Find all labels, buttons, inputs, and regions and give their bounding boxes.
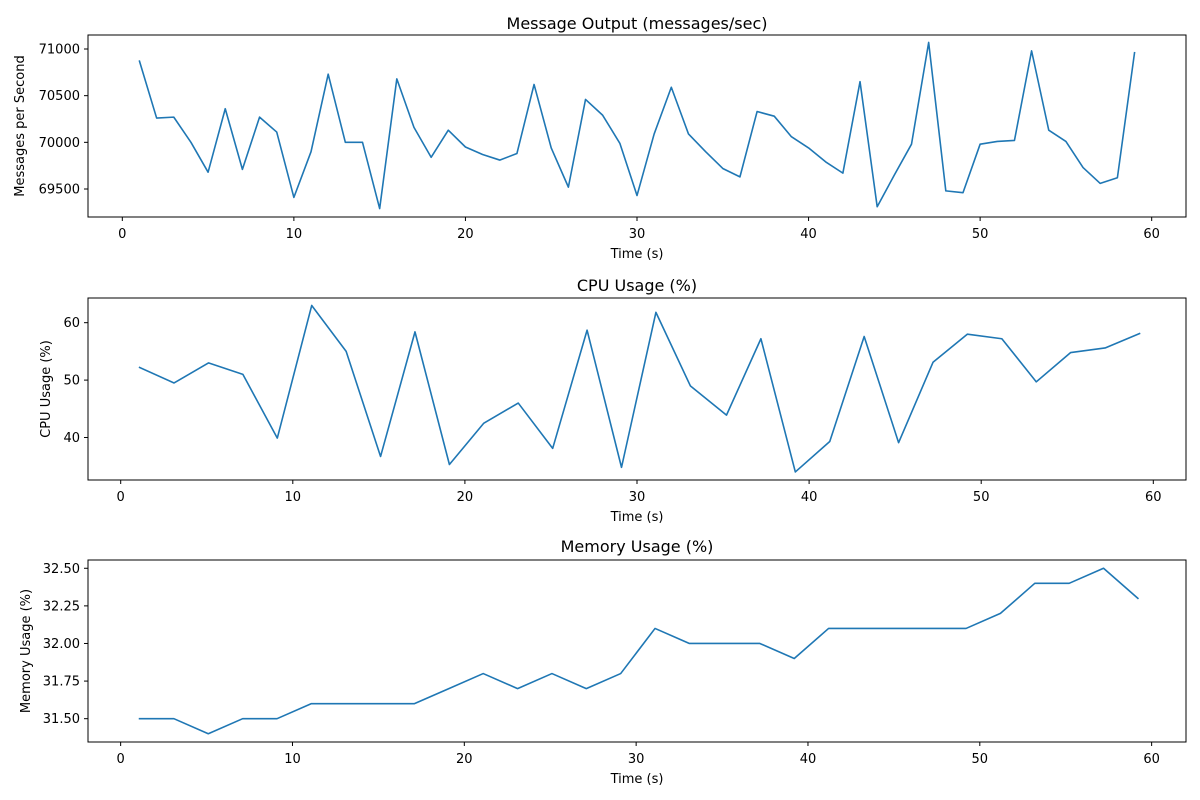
y-axis-label: Messages per Second (13, 55, 28, 196)
x-tick-label: 60 (1143, 752, 1160, 767)
y-axis-label: Memory Usage (%) (19, 589, 34, 713)
y-tick-label: 60 (63, 316, 80, 331)
x-axis-label: Time (s) (610, 247, 664, 262)
x-tick-label: 10 (286, 227, 303, 242)
x-tick-label: 50 (972, 227, 989, 242)
axes-frame (87, 297, 1187, 481)
x-tick-label: 20 (457, 490, 474, 505)
x-tick-label: 10 (285, 490, 302, 505)
chart-title: Message Output (messages/sec) (507, 14, 768, 33)
chart-panel-1: 0 10 20 30 40 50 60 69500 70000 70500 71000 Message… (13, 14, 1187, 262)
x-tick-label: 60 (1145, 490, 1162, 505)
x-tick-label: 0 (118, 227, 126, 242)
y-tick-label: 32.50 (43, 562, 80, 577)
x-tick-label: 20 (456, 752, 473, 767)
x-tick-label: 40 (800, 227, 817, 242)
x-tick-label: 30 (629, 227, 646, 242)
x-tick-label: 50 (973, 490, 990, 505)
x-tick-label: 10 (284, 752, 301, 767)
x-axis-label: Time (s) (610, 510, 664, 525)
chart-title: Memory Usage (%) (561, 537, 714, 556)
x-tick-label: 20 (457, 227, 474, 242)
series-line (138, 567, 1140, 735)
chart-title: CPU Usage (%) (577, 276, 697, 295)
y-tick-label: 32.00 (43, 637, 80, 652)
x-tick-label: 30 (628, 752, 645, 767)
x-tick-label: 60 (1143, 227, 1160, 242)
y-tick-label: 70500 (39, 89, 80, 104)
x-tick-label: 50 (972, 752, 989, 767)
x-tick-label: 0 (117, 490, 125, 505)
x-tick-label: 30 (629, 490, 646, 505)
x-tick-label: 40 (800, 752, 817, 767)
x-axis-label: Time (s) (610, 772, 664, 787)
x-tick-label: 40 (801, 490, 818, 505)
y-tick-label: 70000 (39, 136, 80, 151)
series-line (138, 304, 1141, 473)
y-tick-label: 40 (63, 431, 80, 446)
y-tick-label: 31.50 (43, 712, 80, 727)
chart-panel-3: 0 10 20 30 40 50 60 31.50 31.75 32.00 32.25 32.50 Me… (19, 537, 1187, 787)
axes-frame (87, 559, 1187, 743)
y-tick-label: 69500 (39, 183, 80, 198)
y-tick-label: 32.25 (43, 599, 80, 614)
axes-frame (87, 34, 1187, 218)
y-tick-label: 31.75 (43, 675, 80, 690)
series-line (138, 41, 1136, 210)
y-tick-label: 71000 (39, 43, 80, 58)
y-axis-label: CPU Usage (%) (39, 340, 54, 438)
x-tick-label: 0 (117, 752, 125, 767)
chart-panel-2: 0 10 20 30 40 50 60 40 50 60 CPU Usage (%) Time (s)… (39, 276, 1187, 525)
y-tick-label: 50 (63, 374, 80, 389)
